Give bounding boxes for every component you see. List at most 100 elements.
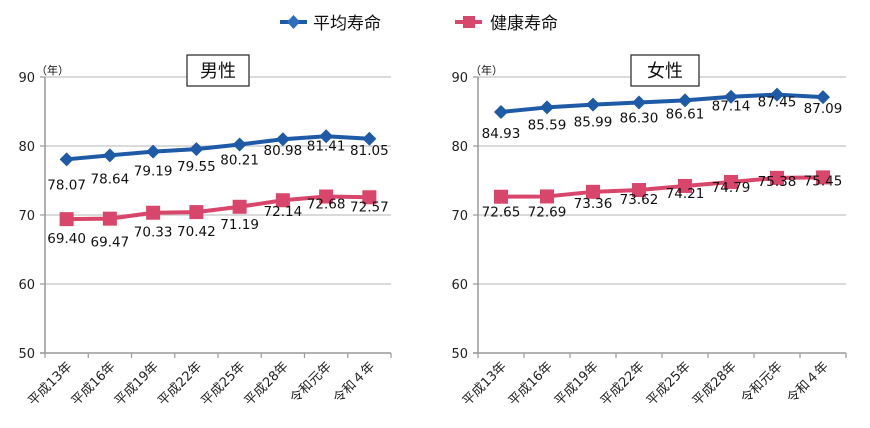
- square-marker-icon: [632, 183, 646, 198]
- data-label: 72.57: [350, 199, 389, 215]
- data-label: 80.21: [220, 153, 259, 169]
- data-label: 87.09: [804, 101, 843, 117]
- x-category-label: 平成13年: [26, 359, 76, 409]
- diamond-marker-icon: [770, 87, 784, 102]
- data-label: 73.62: [620, 192, 659, 208]
- data-label: 86.61: [666, 106, 705, 122]
- data-label: 74.79: [712, 180, 751, 196]
- square-marker-icon: [586, 184, 600, 199]
- x-category-label: 平成22年: [598, 359, 648, 409]
- data-label: 72.65: [482, 205, 521, 221]
- diamond-marker-icon: [678, 93, 692, 108]
- data-label: 87.14: [712, 99, 751, 115]
- diamond-marker-icon: [319, 129, 334, 144]
- data-label: 69.40: [47, 231, 86, 247]
- diamond-marker-icon: [632, 95, 646, 110]
- x-category-label: 令和元年: [738, 359, 785, 406]
- x-category-label: 平成16年: [506, 359, 556, 409]
- x-category-label: 令和元年: [288, 359, 335, 406]
- x-category-label: 平成19年: [112, 359, 162, 409]
- y-tick-label: 50: [18, 347, 35, 362]
- data-label: 75.38: [758, 174, 797, 190]
- square-marker-icon: [463, 16, 475, 28]
- chart-title: 男性: [186, 54, 250, 87]
- series-line: [66, 134, 370, 162]
- legend-item-healthy-life: 健康寿命: [455, 14, 558, 34]
- diamond-marker-icon: [189, 142, 204, 157]
- square-marker-icon: [494, 189, 508, 204]
- legend-label-healthy-life: 健康寿命: [490, 14, 558, 34]
- square-marker-icon: [275, 193, 290, 208]
- data-label: 74.21: [666, 186, 705, 202]
- data-label: 85.59: [528, 117, 567, 133]
- square-marker-icon: [770, 170, 784, 185]
- x-category-label: 平成16年: [69, 359, 119, 409]
- square-marker-icon: [816, 170, 830, 185]
- x-category-label: 令和４年: [784, 359, 831, 406]
- square-marker-icon: [319, 189, 334, 204]
- y-tick-label: 50: [451, 347, 468, 362]
- data-label: 72.14: [264, 204, 303, 220]
- data-label: 72.68: [307, 197, 346, 213]
- diamond-marker-icon: [816, 90, 830, 105]
- legend-item-average-life: 平均寿命: [280, 14, 381, 34]
- y-tick-label: 90: [18, 71, 35, 86]
- y-unit-label: （年）: [36, 63, 69, 77]
- diamond-marker-icon: [232, 137, 247, 152]
- x-category-label: 令和４年: [331, 359, 378, 406]
- data-label: 78.07: [47, 177, 86, 193]
- legend-label-average-life: 平均寿命: [313, 14, 381, 34]
- series-average-life: 78.07 78.64 79.19 79.55 80.21 80.98 81.41 81.05: [47, 129, 389, 193]
- x-category-label: 平成19年: [552, 359, 602, 409]
- diamond-marker-icon: [494, 104, 508, 119]
- data-label: 84.93: [482, 126, 521, 142]
- data-label: 80.98: [264, 143, 303, 159]
- y-tick-label: 70: [451, 209, 468, 224]
- y-tick-label: 90: [451, 71, 468, 86]
- y-tick-label: 80: [18, 140, 35, 155]
- x-category-label: 平成13年: [460, 359, 510, 409]
- x-category-label: 平成22年: [155, 359, 205, 409]
- y-tick-label: 60: [18, 278, 35, 293]
- square-marker-icon: [189, 205, 204, 220]
- data-label: 86.30: [620, 111, 659, 127]
- y-tick-label: 80: [451, 140, 468, 155]
- diamond-marker-icon: [102, 148, 117, 163]
- x-category-label: 平成25年: [199, 359, 249, 409]
- y-tick-label: 70: [18, 209, 35, 224]
- square-marker-icon: [232, 199, 247, 214]
- square-marker-icon: [678, 178, 692, 193]
- data-label: 79.55: [177, 159, 216, 175]
- chart-title-text: 女性: [647, 61, 683, 82]
- diamond-marker-icon: [362, 131, 377, 146]
- diamond-marker-icon: [586, 97, 600, 112]
- series-healthy-life: 72.65 72.69 73.36 73.62 74.21 74.79 75.38 75.45: [482, 170, 842, 221]
- data-label: 69.47: [91, 235, 130, 251]
- square-marker-icon: [540, 189, 554, 204]
- data-label: 71.19: [220, 217, 259, 233]
- chart-male: 50 60 70 80 90（年） 男性平成13年平成16年平成19年平成22年平成25年…: [18, 54, 392, 409]
- data-label: 87.45: [758, 95, 797, 111]
- square-marker-icon: [146, 205, 161, 220]
- data-label: 79.19: [134, 164, 173, 180]
- chart-title-text: 男性: [200, 61, 236, 82]
- series-line: [500, 175, 824, 199]
- chart-female: 50 60 70 80 90（年） 女性平成13年平成16年平成19年平成22年平成25年…: [451, 54, 847, 409]
- diamond-marker-icon: [287, 15, 300, 29]
- series-line: [66, 194, 370, 222]
- diamond-marker-icon: [724, 89, 738, 104]
- diamond-marker-icon: [275, 132, 290, 147]
- square-marker-icon: [102, 211, 117, 226]
- data-label: 70.42: [177, 224, 216, 240]
- x-category-label: 平成28年: [690, 359, 740, 409]
- x-category-label: 平成25年: [644, 359, 694, 409]
- data-label: 73.36: [574, 196, 613, 212]
- data-label: 72.69: [528, 204, 567, 220]
- diamond-marker-icon: [146, 144, 161, 159]
- diamond-marker-icon: [59, 152, 74, 167]
- legend: 平均寿命 健康寿命: [280, 14, 558, 34]
- square-marker-icon: [59, 212, 74, 227]
- data-label: 81.05: [350, 143, 389, 159]
